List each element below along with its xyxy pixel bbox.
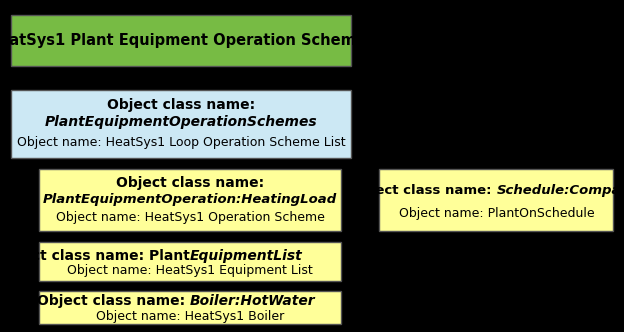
Text: Boiler:HotWater: Boiler:HotWater (190, 294, 316, 308)
Text: Object name: PlantOnSchedule: Object name: PlantOnSchedule (399, 207, 594, 220)
Text: PlantEquipmentOperationSchemes: PlantEquipmentOperationSchemes (45, 115, 318, 129)
FancyBboxPatch shape (39, 242, 341, 281)
Text: Object class name:: Object class name: (37, 294, 190, 308)
Text: Object name: HeatSys1 Boiler: Object name: HeatSys1 Boiler (96, 310, 284, 323)
Text: Object name: HeatSys1 Loop Operation Scheme List: Object name: HeatSys1 Loop Operation Sch… (17, 136, 346, 149)
Text: Object class name:: Object class name: (107, 98, 255, 112)
Text: Object class name: Plant: Object class name: Plant (0, 249, 190, 263)
Text: HeatSys1 Plant Equipment Operation Schemes: HeatSys1 Plant Equipment Operation Schem… (0, 33, 375, 48)
Text: Object class name:: Object class name: (350, 184, 497, 197)
Text: PlantEquipmentOperation:HeatingLoad: PlantEquipmentOperation:HeatingLoad (43, 193, 337, 206)
FancyBboxPatch shape (379, 169, 613, 231)
FancyBboxPatch shape (11, 90, 351, 158)
Text: EquipmentList: EquipmentList (190, 249, 303, 263)
FancyBboxPatch shape (39, 290, 341, 324)
Text: Schedule:Compact: Schedule:Compact (497, 184, 624, 197)
Text: Object class name:: Object class name: (116, 176, 264, 190)
FancyBboxPatch shape (39, 169, 341, 231)
Text: Object name: HeatSys1 Equipment List: Object name: HeatSys1 Equipment List (67, 265, 313, 278)
FancyBboxPatch shape (11, 15, 351, 66)
Text: Object name: HeatSys1 Operation Scheme: Object name: HeatSys1 Operation Scheme (56, 211, 324, 224)
